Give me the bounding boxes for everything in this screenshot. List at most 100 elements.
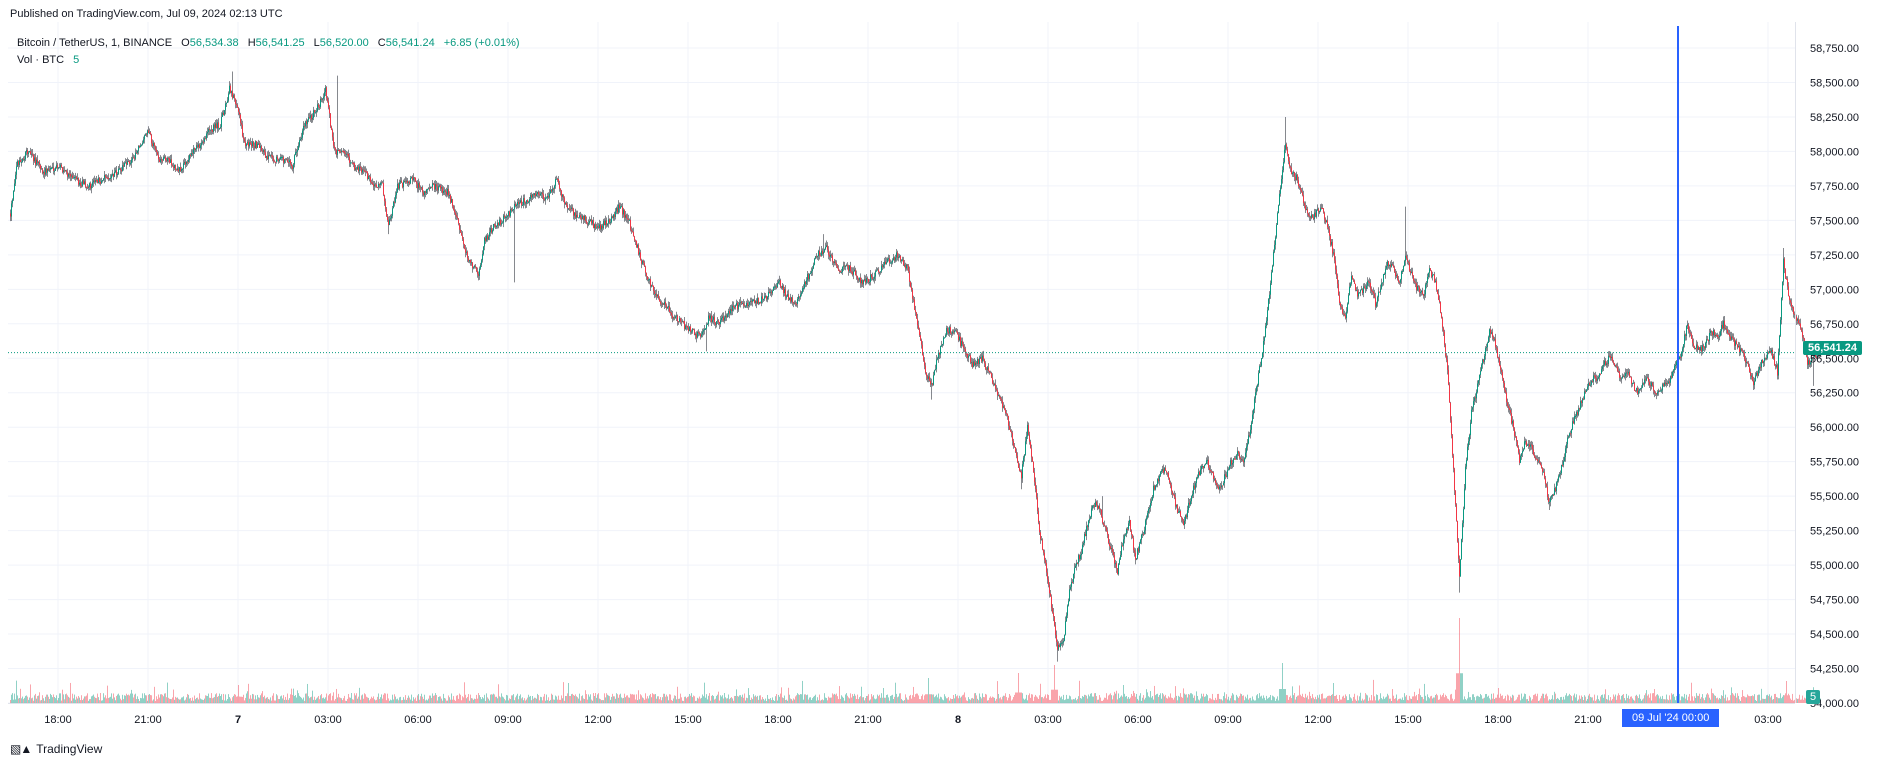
candle-body [199, 144, 200, 149]
candle-body [1534, 454, 1535, 458]
candle-body [116, 170, 117, 175]
candle-body [761, 296, 762, 304]
candle-body [405, 181, 406, 183]
candle-body [864, 279, 865, 281]
volume-bar [1032, 694, 1033, 703]
candle-body [373, 184, 374, 187]
volume-bar [637, 700, 638, 703]
volume-bar [1295, 699, 1296, 703]
candle-body [136, 152, 137, 154]
candle-body [902, 259, 903, 261]
candle-body [848, 265, 849, 272]
volume-bar [282, 698, 283, 703]
candle-body [1237, 451, 1238, 456]
candle-body [361, 167, 362, 173]
volume-bar [13, 699, 14, 703]
volume-bar [1555, 693, 1556, 703]
volume-bar [1014, 694, 1015, 703]
volume-bar [266, 697, 267, 703]
candle-body [1107, 531, 1108, 535]
volume-bar [318, 695, 319, 703]
volume-bar [1634, 700, 1635, 703]
volume-bar [529, 696, 530, 703]
volume-bar [168, 697, 169, 703]
candle-body [99, 177, 100, 182]
volume-bar [354, 693, 355, 703]
volume-bar [1628, 695, 1629, 703]
candle-body [1095, 501, 1096, 508]
volume-bar [438, 696, 439, 703]
candle-body [995, 384, 996, 389]
volume-bar [1319, 694, 1320, 703]
candle-body [511, 209, 512, 211]
volume-bar [1471, 699, 1472, 703]
candle-body [1285, 144, 1286, 150]
candle-body [993, 383, 994, 385]
volume-bar [315, 699, 316, 703]
candle-body [152, 143, 153, 147]
candle-body [215, 123, 216, 128]
volume-bar [365, 694, 366, 703]
candle-body [1025, 441, 1026, 455]
volume-bar [1738, 695, 1739, 703]
candle-body [665, 301, 666, 306]
volume-bar [732, 698, 733, 703]
candle-body [154, 142, 155, 147]
candle-body [343, 150, 344, 152]
volume-bar [1083, 696, 1084, 703]
candle-body [1564, 457, 1565, 462]
volume-bar [756, 696, 757, 703]
volume-bar [1079, 680, 1080, 703]
volume-bar [1095, 693, 1096, 703]
symbol-label[interactable]: Bitcoin / TetherUS, 1, BINANCE [17, 37, 173, 49]
candle-body [92, 182, 93, 186]
candle-body [817, 256, 818, 258]
volume-bar [1572, 700, 1573, 703]
volume-bar [456, 695, 457, 703]
volume-bar [910, 694, 911, 703]
volume-bar [1551, 698, 1552, 703]
volume-bar [80, 700, 81, 703]
candle-body [551, 190, 552, 192]
volume-value: 5 [73, 54, 80, 66]
candle-body [1166, 470, 1167, 473]
volume-bar [467, 696, 468, 703]
candle-body [843, 265, 844, 267]
volume-bar [146, 695, 147, 703]
candle-body [13, 190, 14, 200]
volume-bar [1351, 698, 1352, 703]
volume-bar [575, 694, 576, 703]
volume-bar [247, 691, 248, 703]
candle-body [413, 177, 414, 181]
volume-bar [267, 697, 268, 703]
volume-bar [634, 694, 635, 703]
candle-body [1526, 441, 1527, 446]
candle-body [1134, 550, 1135, 553]
candle-body [1471, 409, 1472, 423]
volume-bar [1188, 694, 1189, 703]
candle-body [942, 344, 943, 346]
volume-bar [1661, 698, 1662, 703]
volume-bar [860, 696, 861, 703]
volume-bar [1332, 694, 1333, 703]
volume-bar [188, 694, 189, 703]
candle-body [981, 357, 982, 362]
candle-body [545, 197, 546, 201]
candle-body [262, 150, 263, 152]
volume-bar [905, 694, 906, 703]
volume-bar [1371, 694, 1372, 703]
candle-body [1456, 504, 1457, 521]
candle-body [880, 271, 881, 273]
volume-bar [151, 695, 152, 703]
volume-bar [1717, 697, 1718, 703]
candle-body [436, 184, 437, 187]
volume-bar [678, 698, 679, 703]
candle-body [900, 255, 901, 262]
volume-bar [896, 693, 897, 703]
candle-body [180, 167, 181, 172]
volume-label[interactable]: Vol · BTC [17, 54, 65, 66]
volume-bar [1318, 697, 1319, 703]
candle-body [205, 138, 206, 140]
candle-body [493, 223, 494, 231]
